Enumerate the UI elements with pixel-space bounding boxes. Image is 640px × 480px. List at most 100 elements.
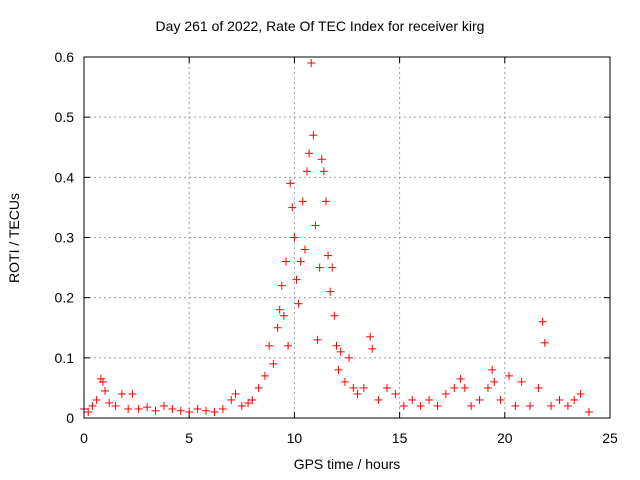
x-axis-label: GPS time / hours — [293, 456, 401, 472]
data-point — [277, 281, 286, 290]
data-point — [475, 395, 484, 404]
data-point — [265, 341, 274, 350]
data-point — [260, 371, 269, 380]
y-tick-label: 0.5 — [55, 109, 75, 125]
data-point — [517, 377, 526, 386]
data-point — [311, 221, 320, 230]
data-point — [286, 179, 295, 188]
data-point — [416, 401, 425, 410]
data-point — [275, 305, 284, 314]
data-point — [505, 371, 514, 380]
data-point — [538, 317, 547, 326]
data-point — [303, 167, 312, 176]
y-tick-label: 0.4 — [55, 169, 75, 185]
data-point — [511, 401, 520, 410]
data-point — [496, 395, 505, 404]
data-point — [98, 377, 107, 386]
data-point — [555, 395, 564, 404]
data-point — [460, 383, 469, 392]
data-point — [124, 404, 133, 413]
data-point — [101, 386, 110, 395]
y-tick-label: 0.1 — [55, 350, 75, 366]
data-point — [300, 245, 309, 254]
data-point — [336, 347, 345, 356]
data-point — [349, 383, 358, 392]
data-point — [284, 341, 293, 350]
data-point — [366, 332, 375, 341]
data-point — [526, 401, 535, 410]
axis-ticks: 0 0.1 0.2 0.3 0.4 0.5 0.6 0 5 10 15 20 25 — [55, 49, 618, 446]
plot-frame — [83, 56, 611, 419]
data-point — [193, 404, 202, 413]
data-point — [321, 197, 330, 206]
data-point — [332, 341, 341, 350]
data-point — [248, 395, 257, 404]
y-tick-label: 0.2 — [55, 290, 75, 306]
data-point — [425, 395, 434, 404]
data-point — [292, 275, 301, 284]
data-point — [408, 395, 417, 404]
chart-title: Day 261 of 2022, Rate Of TEC Index for r… — [155, 18, 485, 34]
data-point — [490, 377, 499, 386]
data-point — [324, 251, 333, 260]
data-point — [269, 359, 278, 368]
data-point — [563, 401, 572, 410]
data-point — [441, 389, 450, 398]
data-point — [305, 149, 314, 158]
data-point — [368, 344, 377, 353]
y-tick-label: 0.3 — [55, 230, 75, 246]
data-point — [319, 167, 328, 176]
data-point — [244, 398, 253, 407]
data-point — [92, 395, 101, 404]
data-point — [584, 407, 593, 416]
x-tick-label: 15 — [392, 430, 408, 446]
data-point — [328, 263, 337, 272]
data-point — [88, 401, 97, 410]
data-point — [294, 299, 303, 308]
data-point — [547, 401, 556, 410]
data-point — [210, 407, 219, 416]
data-point — [168, 404, 177, 413]
data-point — [151, 406, 160, 415]
data-point — [330, 311, 339, 320]
data-point — [353, 389, 362, 398]
y-tick-label: 0.6 — [55, 49, 75, 65]
data-point — [143, 403, 152, 412]
data-point — [433, 401, 442, 410]
data-point — [315, 263, 324, 272]
x-tick-label: 20 — [497, 430, 513, 446]
data-point — [359, 383, 368, 392]
data-point — [290, 233, 299, 242]
data-point — [307, 59, 316, 68]
data-point — [117, 389, 126, 398]
data-point — [176, 406, 185, 415]
x-tick-label: 5 — [185, 430, 193, 446]
x-tick-label: 0 — [80, 430, 88, 446]
data-point — [288, 203, 297, 212]
data-point — [279, 311, 288, 320]
data-point — [159, 401, 168, 410]
data-point — [317, 155, 326, 164]
data-point — [273, 323, 282, 332]
x-tick-label: 25 — [602, 430, 618, 446]
data-point — [231, 389, 240, 398]
data-point — [298, 197, 307, 206]
data-point — [391, 389, 400, 398]
data-point — [456, 374, 465, 383]
data-point — [340, 377, 349, 386]
x-tick-label: 10 — [287, 430, 303, 446]
data-point — [326, 287, 335, 296]
data-point — [540, 338, 549, 347]
data-point — [296, 257, 305, 266]
data-point — [488, 365, 497, 374]
data-point — [254, 383, 263, 392]
data-point — [374, 395, 383, 404]
data-point — [111, 401, 120, 410]
data-point — [399, 401, 408, 410]
data-point — [185, 407, 194, 416]
data-point — [570, 395, 579, 404]
data-point — [237, 401, 246, 410]
data-point — [450, 383, 459, 392]
data-point — [227, 395, 236, 404]
